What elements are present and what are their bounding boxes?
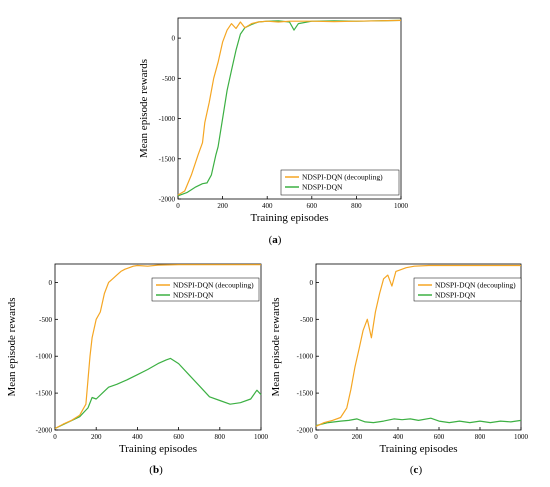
y-axis-label: Mean episode rewards — [270, 298, 282, 397]
y-axis-label: Mean episode rewards — [138, 59, 150, 158]
x-tick-label: 0 — [314, 433, 318, 441]
legend: NDSPI-DQN (decoupling)NDSPI-DQN — [280, 169, 400, 196]
plot-frame — [315, 263, 522, 431]
y-tick-label: 0 — [49, 279, 53, 287]
series-line-baseline — [177, 19, 402, 197]
series-line-baseline — [54, 357, 262, 430]
y-tick-label: -2000 — [36, 427, 53, 435]
y-tick-label: -500 — [300, 316, 313, 324]
x-axis-label: Training episodes — [250, 212, 328, 224]
legend-box — [151, 277, 260, 302]
plot-frame — [54, 263, 262, 431]
chart-panel-b: 0 200 400 600 800 1000 -2000 -1500 -1000 -500 0 Tra… — [6, 263, 269, 476]
y-tick-label: -1500 — [297, 390, 314, 398]
legend: NDSPI-DQN (decoupling)NDSPI-DQN — [413, 277, 522, 302]
x-axis-label: Training episodes — [119, 443, 197, 455]
series-line-decoupling — [177, 19, 402, 196]
x-tick-label: 400 — [132, 433, 143, 441]
y-tick-label: 0 — [310, 279, 314, 287]
series-line-decoupling — [315, 264, 521, 427]
x-tick-label: 800 — [475, 433, 486, 441]
legend-box — [280, 169, 400, 196]
y-tick-label: -500 — [39, 316, 52, 324]
y-tick-label: -2000 — [297, 427, 314, 435]
y-tick-label: 0 — [172, 35, 176, 43]
x-tick-label: 200 — [91, 433, 102, 441]
panel-caption: (c) — [410, 464, 423, 476]
x-tick-label: 800 — [215, 433, 226, 441]
y-tick-label: -1000 — [36, 353, 53, 361]
y-tick-label: -1500 — [159, 155, 176, 163]
legend-entry: NDSPI-DQN (decoupling) — [435, 281, 516, 290]
legend-entry: NDSPI-DQN — [302, 183, 343, 192]
panel-caption: (a) — [269, 234, 282, 246]
x-tick-label: 600 — [434, 433, 445, 441]
panel-caption: (b) — [149, 464, 163, 476]
y-axis-label: Mean episode rewards — [6, 298, 18, 397]
legend-entry: NDSPI-DQN — [173, 291, 214, 300]
x-tick-label: 400 — [262, 202, 273, 210]
legend: NDSPI-DQN (decoupling)NDSPI-DQN — [151, 277, 260, 302]
legend-entry: NDSPI-DQN (decoupling) — [302, 173, 383, 182]
legend-entry: NDSPI-DQN (decoupling) — [173, 281, 254, 290]
x-tick-label: 200 — [217, 202, 228, 210]
legend-box — [413, 277, 522, 302]
panel-caption-letter: c — [414, 464, 419, 476]
x-tick-label: 800 — [351, 202, 362, 210]
y-tick-label: -1000 — [159, 115, 176, 123]
y-tick-label: -1500 — [36, 390, 53, 398]
y-tick-label: -2000 — [159, 196, 176, 204]
x-tick-label: 400 — [393, 433, 404, 441]
x-tick-label: 1000 — [394, 202, 409, 210]
series-line-baseline — [315, 417, 522, 427]
panel-caption-letter: b — [153, 464, 159, 476]
x-tick-label: 0 — [176, 202, 180, 210]
x-tick-label: 200 — [352, 433, 363, 441]
x-tick-label: 600 — [173, 433, 184, 441]
y-tick-label: -1000 — [297, 353, 314, 361]
x-tick-label: 1000 — [514, 433, 529, 441]
chart-panel-a: 0 200 400 600 800 1000 -2000 -1500 -1000 -500 0 Tra… — [138, 17, 409, 246]
x-axis-label: Training episodes — [379, 443, 457, 455]
series-line-decoupling — [54, 264, 261, 430]
x-tick-label: 600 — [307, 202, 318, 210]
panel-caption-letter: a — [272, 234, 278, 246]
legend-entry: NDSPI-DQN — [435, 291, 476, 300]
x-tick-label: 1000 — [254, 433, 269, 441]
y-tick-label: -500 — [162, 75, 175, 83]
x-tick-label: 0 — [53, 433, 57, 441]
chart-panel-c: 0 200 400 600 800 1000 -2000 -1500 -1000 -500 0 Tra… — [270, 263, 529, 476]
plot-frame — [177, 17, 402, 200]
